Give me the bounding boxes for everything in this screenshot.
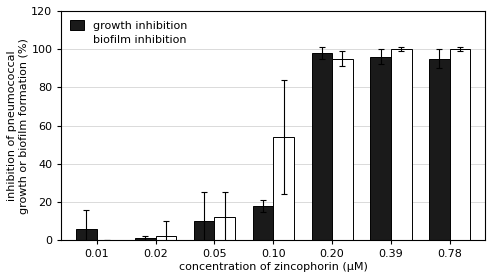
Bar [332,59,353,240]
Bar [273,137,294,240]
Bar [215,217,235,240]
Bar [450,49,470,240]
Bar [253,206,273,240]
Y-axis label: inhibition of pneumococcal
growth or biofilm formation (%): inhibition of pneumococcal growth or bio… [7,38,29,213]
Bar [429,59,450,240]
Bar [194,221,215,240]
Legend: growth inhibition, biofilm inhibition: growth inhibition, biofilm inhibition [67,16,190,48]
Bar [370,57,391,240]
Bar [391,49,411,240]
Bar [311,53,332,240]
Bar [135,238,155,240]
Bar [76,229,97,240]
Bar [155,236,176,240]
X-axis label: concentration of zincophorin (μM): concentration of zincophorin (μM) [179,262,368,272]
